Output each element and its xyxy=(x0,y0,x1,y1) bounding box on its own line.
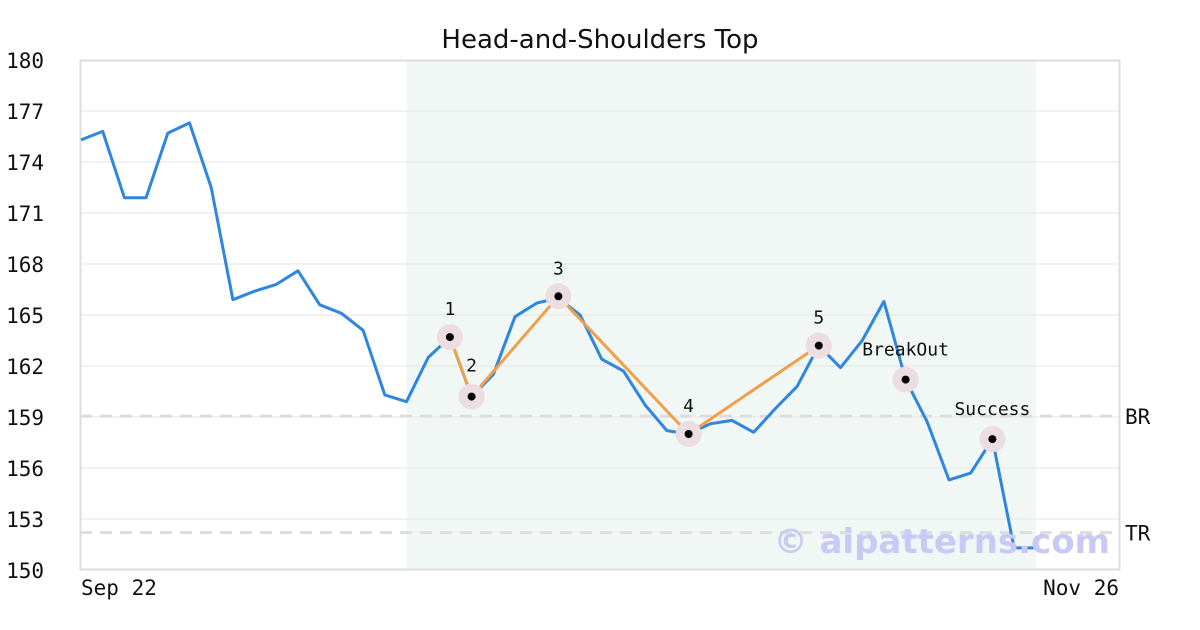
y-tick-label: 177 xyxy=(6,100,44,124)
y-tick-label: 174 xyxy=(6,151,44,175)
event-point-dot xyxy=(988,435,997,444)
y-tick-label: 168 xyxy=(6,253,44,277)
y-axis-ticks: 150 153 156 159 162 165 168 171 174 177 180 xyxy=(6,49,44,583)
watermark: © aipatterns.com xyxy=(774,522,1110,562)
pattern-point-dot xyxy=(467,392,476,401)
pattern-point-label: 4 xyxy=(683,396,694,417)
x-tick-label: Nov 26 xyxy=(1043,576,1119,600)
y-tick-label: 156 xyxy=(6,457,44,481)
pattern-point-label: 3 xyxy=(553,258,564,279)
level-label: BR xyxy=(1125,405,1151,429)
x-axis-ticks: Sep 22 Nov 26 xyxy=(81,576,1119,600)
y-tick-label: 171 xyxy=(6,202,44,226)
markers-layer: 1 2 3 4 5 BreakOut Success xyxy=(436,258,1030,453)
x-tick-label: Sep 22 xyxy=(81,576,157,600)
pattern-point-dot xyxy=(814,341,823,350)
plot-frame xyxy=(79,59,1121,571)
y-tick-label: 150 xyxy=(6,559,44,583)
y-tick-label: 180 xyxy=(6,49,44,73)
chart-title: Head-and-Shoulders Top xyxy=(441,25,758,55)
y-tick-label: 153 xyxy=(6,508,44,532)
y-tick-label: 159 xyxy=(6,406,44,430)
event-point-dot xyxy=(901,375,910,384)
y-tick-label: 162 xyxy=(6,355,44,379)
level-lines-layer: BR TR xyxy=(80,405,1151,546)
pattern-point-dot xyxy=(445,333,454,342)
y-tick-label: 165 xyxy=(6,304,44,328)
pattern-point-dot xyxy=(554,292,563,301)
event-point-label: Success xyxy=(954,399,1030,420)
level-label: TR xyxy=(1125,522,1151,546)
pattern-point-label: 5 xyxy=(813,308,824,329)
pattern-point-label: 2 xyxy=(466,356,477,377)
event-point-label: BreakOut xyxy=(862,340,949,361)
pattern-point-label: 1 xyxy=(444,299,455,320)
pattern-point-dot xyxy=(684,430,693,438)
